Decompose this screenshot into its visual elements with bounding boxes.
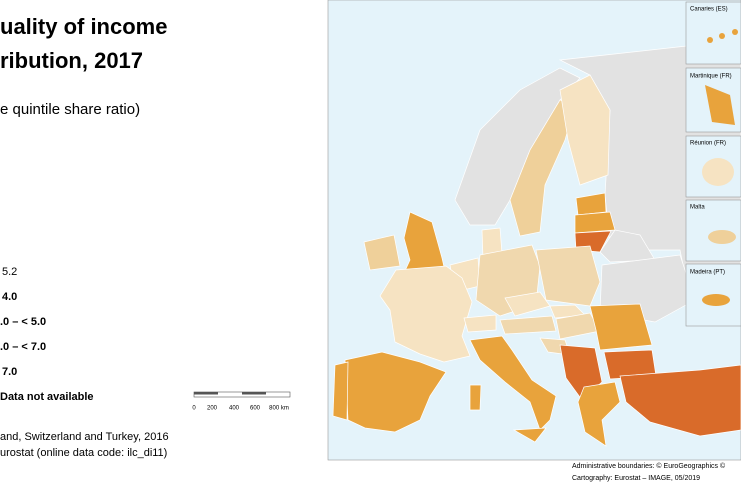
subtitle: e quintile share ratio) [0, 101, 140, 118]
note: and, Switzerland and Turkey, 2016 [0, 431, 169, 443]
credit: Administrative boundaries: © EuroGeograp… [572, 462, 726, 470]
inset-title: Madeira (PT) [690, 270, 725, 276]
title: uality of income [0, 14, 167, 39]
insets: Canaries (ES) Martinique (FR) Réunion (F… [685, 1, 741, 327]
legend-label: Data not available [0, 391, 94, 403]
credit: Cartography: Eurostat – IMAGE, 05/2019 [572, 475, 700, 482]
scale-label: 0 [192, 406, 196, 412]
legend-label: .0 – < 5.0 [0, 316, 46, 328]
title: ribution, 2017 [0, 48, 143, 73]
scale-label: 400 [229, 406, 240, 412]
legend-label: 7.0 [2, 366, 17, 378]
inset-title: Martinique (FR) [690, 74, 732, 80]
legend-label: .0 – < 7.0 [0, 341, 46, 353]
inset-title: Canaries (ES) [690, 7, 728, 13]
inset-title: Réunion (FR) [690, 141, 726, 147]
scale-label: 600 [250, 406, 261, 412]
inset-title: Malta [690, 205, 705, 211]
note: urostat (online data code: ilc_di11) [0, 447, 167, 459]
scale-label: 800 km [269, 406, 289, 412]
scale-bar: 0 200 400 600 800 km [192, 391, 291, 412]
legend-label: 4.0 [2, 291, 17, 303]
scale-label: 200 [207, 406, 218, 412]
map [327, 0, 741, 461]
legend-label: 5.2 [2, 266, 17, 278]
